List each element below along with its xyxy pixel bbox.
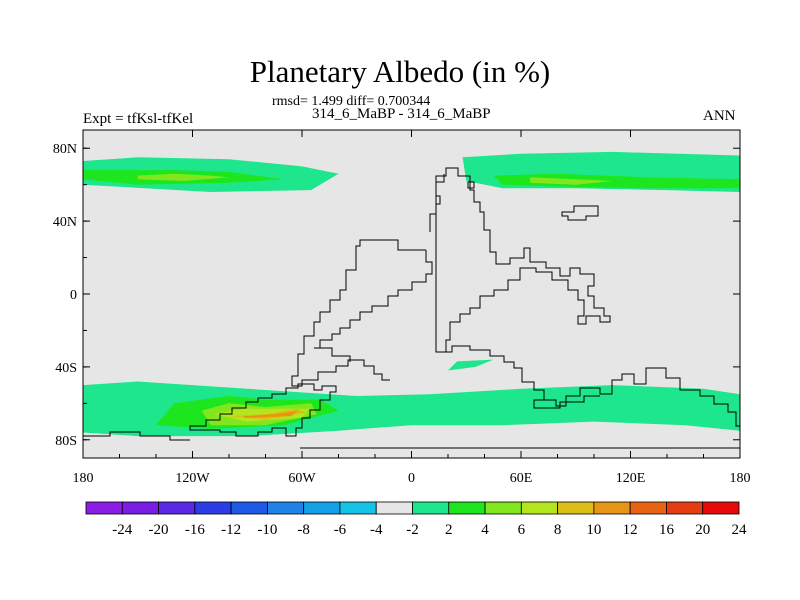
coastline-path	[291, 239, 426, 387]
colorbar-label: 2	[445, 522, 453, 538]
colorbar-label: 8	[554, 522, 562, 538]
x-tick-label: 60W	[288, 471, 316, 486]
x-tick-label: 120W	[175, 471, 210, 486]
chart-title: Planetary Albedo (in %)	[249, 54, 551, 89]
x-tick-label: 120E	[616, 471, 646, 486]
colorbar-swatch	[412, 501, 450, 515]
colorbar-swatch	[629, 501, 667, 515]
y-axis: 80N 40N 0 40S 80S	[53, 142, 740, 449]
x-axis: 180 120W 60W 0 60E 120E 180	[73, 130, 751, 486]
colorbar-swatch	[85, 501, 123, 515]
coastline-path	[83, 431, 190, 441]
y-tick-label: 80S	[55, 434, 77, 449]
coastline-path	[320, 347, 351, 362]
colorbar-swatch	[194, 501, 232, 515]
colorbar-swatch	[448, 501, 486, 515]
colorbar-swatch	[339, 501, 377, 515]
contour-region-4	[493, 173, 740, 189]
colorbar-label: 4	[481, 522, 489, 538]
colorbar-label: 10	[586, 522, 601, 538]
colorbar-label: -4	[370, 522, 383, 538]
colorbar-label: -8	[297, 522, 310, 538]
colorbar-label: -24	[112, 522, 132, 538]
colorbar-swatch	[520, 501, 559, 515]
colorbar-label: -16	[185, 522, 205, 538]
season-label: ANN	[703, 108, 736, 124]
x-tick-label: 180	[73, 471, 94, 486]
colorbar-swatch	[303, 501, 341, 515]
colorbar-swatch	[484, 501, 522, 515]
colorbar-swatch	[266, 501, 305, 515]
colorbar-swatch	[557, 501, 595, 515]
contour-region-5	[530, 177, 613, 185]
colorbar-label: 6	[518, 522, 526, 538]
colorbar-label: 12	[623, 522, 638, 538]
colorbar: -24 -20 -16 -12 -10 -8 -6 -4 -2 2 4 6 8 10 12 16 20 24	[85, 501, 748, 538]
colorbar-label: 24	[732, 522, 748, 538]
coastline-path	[436, 345, 740, 427]
colorbar-swatch	[158, 501, 196, 515]
contour-region-12	[448, 359, 494, 371]
y-tick-label: 80N	[53, 142, 77, 157]
coastline-path	[533, 395, 600, 409]
coastlines	[83, 167, 740, 449]
x-tick-label: 0	[408, 471, 415, 486]
experiment-label: 314_6_MaBP - 314_6_MaBP	[312, 106, 491, 122]
coastline-path	[561, 205, 599, 221]
x-tick-label: 180	[730, 471, 751, 486]
colorbar-label: -20	[149, 522, 169, 538]
coastline-path	[467, 181, 475, 189]
contour-regions	[83, 151, 740, 437]
colorbar-label: -10	[257, 522, 277, 538]
colorbar-swatch	[702, 501, 740, 515]
colorbar-label: 20	[695, 522, 710, 538]
contour-region-2	[137, 173, 229, 181]
colorbar-swatch	[230, 501, 268, 515]
colorbar-label: -2	[406, 522, 419, 538]
colorbar-swatch	[375, 501, 413, 515]
colorbar-swatch	[593, 501, 631, 515]
coastline-path	[429, 174, 445, 232]
y-tick-label: 40N	[53, 215, 77, 230]
expt-label: Expt = tfKsl-tfKel	[83, 111, 194, 127]
colorbar-label: -12	[221, 522, 241, 538]
contour-region-11	[243, 410, 299, 418]
colorbar-swatch	[121, 501, 159, 515]
y-tick-label: 40S	[55, 361, 77, 376]
coastline-path	[314, 250, 433, 349]
x-tick-label: 60E	[510, 471, 533, 486]
colorbar-label: 16	[659, 522, 675, 538]
coastline-path	[189, 383, 337, 437]
stats-text: rmsd= 1.499 diff= 0.700344	[272, 94, 431, 109]
y-tick-label: 0	[70, 288, 77, 303]
colorbar-swatch	[666, 501, 704, 515]
colorbar-label: -6	[334, 522, 347, 538]
coastline-path	[435, 167, 611, 353]
